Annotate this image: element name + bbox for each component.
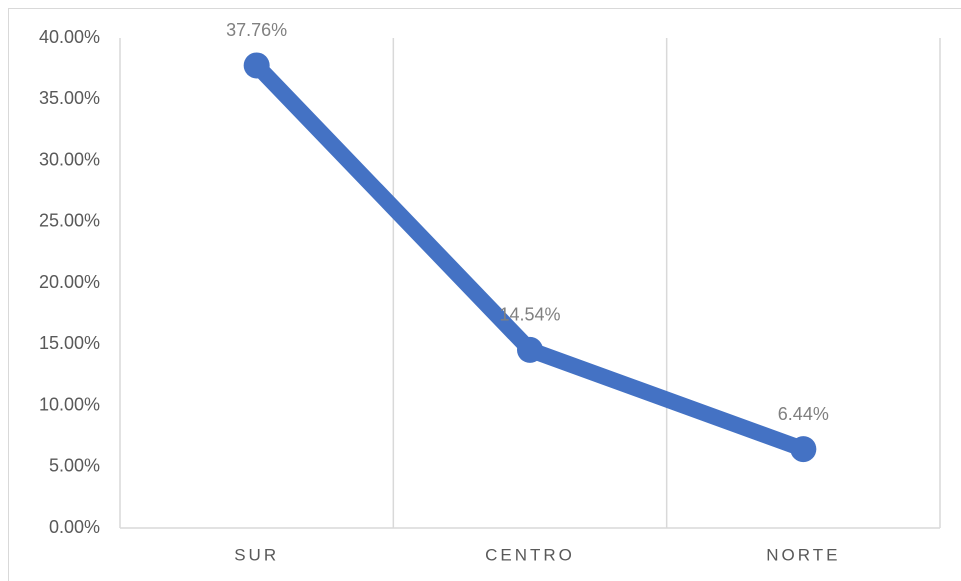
y-tick-label: 40.00% xyxy=(39,27,100,47)
marker xyxy=(790,436,817,463)
y-tick-label: 10.00% xyxy=(39,394,100,414)
data-label: 6.44% xyxy=(778,404,829,424)
y-tick-label: 5.00% xyxy=(49,456,100,476)
x-tick-label: SUR xyxy=(234,545,279,564)
marker xyxy=(517,336,543,363)
y-tick-label: 0.00% xyxy=(49,517,100,537)
x-tick-label: CENTRO xyxy=(485,545,575,564)
marker xyxy=(243,52,270,79)
data-label: 37.76% xyxy=(226,20,287,40)
y-tick-label: 25.00% xyxy=(39,211,100,231)
y-tick-label: 30.00% xyxy=(39,149,100,169)
y-tick-label: 20.00% xyxy=(39,272,100,292)
y-tick-label: 15.00% xyxy=(39,333,100,353)
x-tick-label: NORTE xyxy=(766,545,840,564)
y-tick-label: 35.00% xyxy=(39,88,100,108)
data-label: 14.54% xyxy=(499,305,560,325)
